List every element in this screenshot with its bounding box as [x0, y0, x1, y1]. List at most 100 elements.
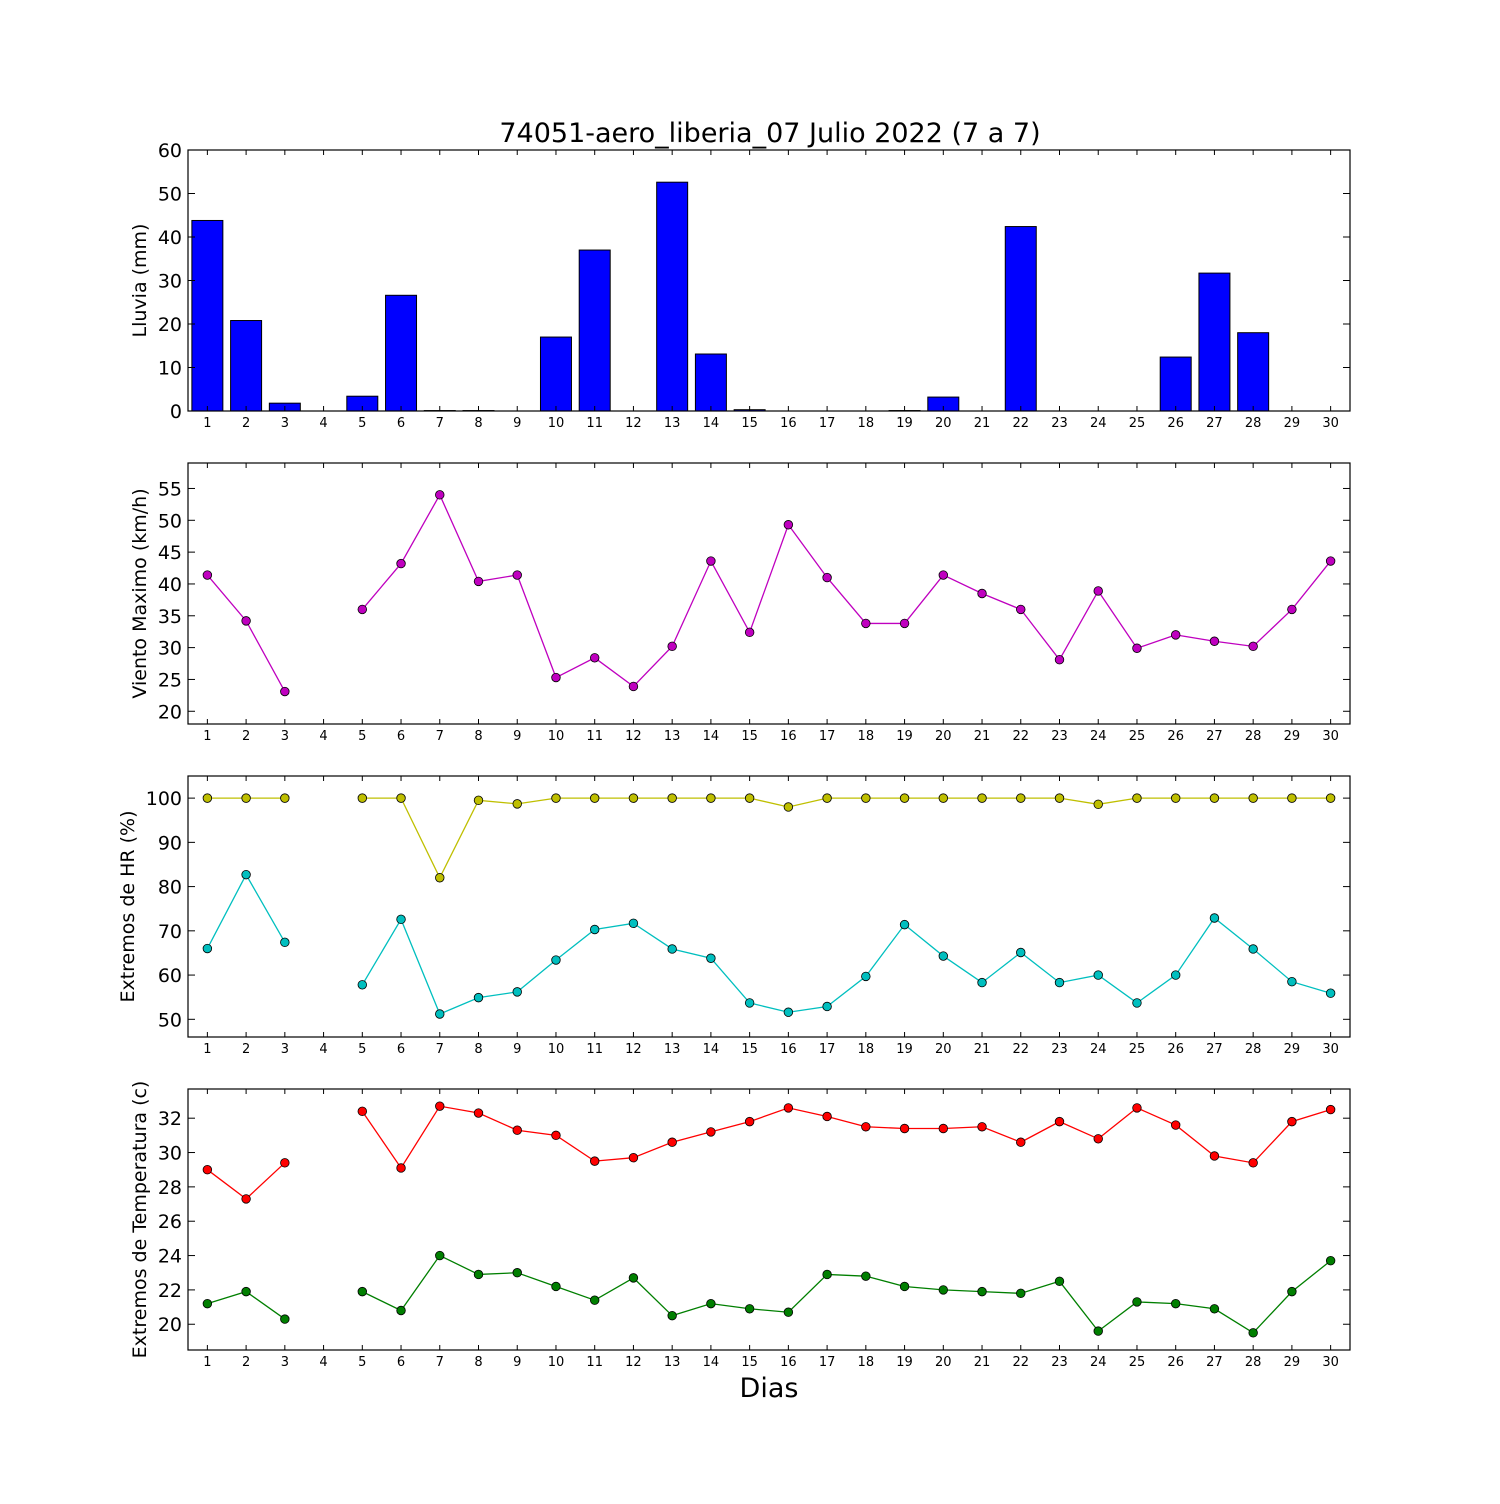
bar-day-26 — [1160, 357, 1191, 411]
x-tick-label: 2 — [242, 729, 250, 744]
series-2-point-day-17 — [823, 1002, 832, 1011]
series-2-point-day-12 — [629, 919, 638, 928]
series-2-point-day-23 — [1055, 978, 1064, 987]
y-tick-label: 40 — [158, 227, 182, 249]
x-tick-label: 21 — [974, 1355, 991, 1370]
series-1-point-day-18 — [862, 619, 871, 628]
series-1-point-day-7 — [435, 491, 444, 500]
x-tick-label: 20 — [935, 416, 952, 431]
x-tick-label: 26 — [1167, 1355, 1184, 1370]
x-tick-label: 18 — [858, 416, 875, 431]
series-2-point-day-22 — [1016, 1289, 1025, 1298]
series-1-point-day-16 — [784, 520, 793, 529]
x-tick-label: 3 — [281, 1355, 289, 1370]
series-1-point-day-9 — [513, 800, 522, 809]
series-2-point-day-14 — [707, 1299, 716, 1308]
x-tick-label: 2 — [242, 416, 250, 431]
x-tick-label: 16 — [780, 1355, 797, 1370]
x-tick-label: 7 — [436, 729, 444, 744]
series-2-point-day-2 — [242, 1287, 251, 1296]
x-tick-label: 20 — [935, 729, 952, 744]
x-tick-label: 5 — [358, 1355, 366, 1370]
series-1-point-day-24 — [1094, 800, 1103, 809]
series-1-point-day-30 — [1326, 557, 1335, 566]
series-2-point-day-15 — [745, 1304, 754, 1313]
y-tick-label: 100 — [146, 788, 182, 810]
x-tick-label: 27 — [1206, 729, 1223, 744]
x-tick-label: 28 — [1245, 1042, 1262, 1057]
y-tick-label: 40 — [158, 574, 182, 596]
series-1-point-day-12 — [629, 682, 638, 691]
series-2-point-day-6 — [397, 915, 406, 924]
x-tick-label: 12 — [625, 1355, 642, 1370]
y-axis-label: Lluvia (mm) — [129, 224, 151, 338]
series-1-point-day-22 — [1016, 794, 1025, 803]
series-1-point-day-26 — [1171, 631, 1180, 640]
x-tick-label: 28 — [1245, 1355, 1262, 1370]
series-1-point-day-8 — [474, 577, 483, 586]
series-1-point-day-30 — [1326, 794, 1335, 803]
series-2-point-day-28 — [1249, 945, 1258, 954]
series-1-point-day-1 — [203, 1165, 212, 1174]
x-tick-label: 19 — [896, 1355, 913, 1370]
series-2-point-day-5 — [358, 981, 367, 990]
series-2-point-day-6 — [397, 1306, 406, 1315]
series-2-point-day-16 — [784, 1008, 793, 1017]
series-2-line — [207, 875, 284, 949]
x-tick-label: 13 — [664, 1355, 681, 1370]
bar-day-13 — [657, 182, 688, 411]
series-1-point-day-20 — [939, 1124, 948, 1133]
y-tick-label: 28 — [158, 1177, 182, 1199]
series-1-point-day-16 — [784, 803, 793, 812]
series-1-point-day-8 — [474, 796, 483, 805]
y-tick-label: 25 — [158, 669, 182, 691]
series-1-point-day-12 — [629, 1153, 638, 1162]
series-1-point-day-1 — [203, 794, 212, 803]
x-tick-label: 29 — [1284, 1042, 1301, 1057]
x-tick-label: 29 — [1284, 416, 1301, 431]
x-tick-label: 13 — [664, 729, 681, 744]
x-tick-label: 8 — [474, 416, 482, 431]
series-1-point-day-6 — [397, 794, 406, 803]
x-tick-label: 11 — [586, 1042, 603, 1057]
x-tick-label: 1 — [203, 416, 211, 431]
series-1-line — [207, 1163, 284, 1199]
y-tick-label: 80 — [158, 877, 182, 899]
series-2-point-day-11 — [590, 925, 599, 934]
x-tick-label: 24 — [1090, 1355, 1107, 1370]
x-tick-label: 11 — [586, 416, 603, 431]
series-2-point-day-18 — [862, 972, 871, 981]
series-1-point-day-28 — [1249, 794, 1258, 803]
series-1-point-day-14 — [707, 1128, 716, 1137]
series-1-point-day-21 — [978, 589, 987, 598]
x-tick-label: 7 — [436, 1042, 444, 1057]
x-tick-label: 10 — [548, 1355, 565, 1370]
series-1-point-day-23 — [1055, 794, 1064, 803]
x-tick-label: 25 — [1129, 1355, 1146, 1370]
x-tick-label: 30 — [1322, 1355, 1339, 1370]
series-1-point-day-30 — [1326, 1105, 1335, 1114]
series-2-point-day-8 — [474, 993, 483, 1002]
series-2-point-day-10 — [552, 956, 561, 965]
series-2-point-day-24 — [1094, 971, 1103, 980]
series-2-point-day-20 — [939, 1286, 948, 1295]
x-tick-label: 22 — [1012, 1042, 1029, 1057]
series-2-point-day-23 — [1055, 1277, 1064, 1286]
x-tick-label: 19 — [896, 1042, 913, 1057]
x-tick-label: 26 — [1167, 1042, 1184, 1057]
series-2-line — [362, 918, 1330, 1014]
series-2-point-day-28 — [1249, 1329, 1258, 1338]
series-1-point-day-27 — [1210, 1152, 1219, 1161]
y-axis-label: Viento Maximo (km/h) — [129, 488, 151, 698]
y-tick-label: 32 — [158, 1108, 182, 1130]
series-1-point-day-5 — [358, 1107, 367, 1116]
bar-day-10 — [540, 337, 571, 411]
x-tick-label: 9 — [513, 729, 521, 744]
plot-frame — [188, 776, 1350, 1037]
series-2-point-day-26 — [1171, 971, 1180, 980]
x-tick-label: 23 — [1051, 416, 1068, 431]
